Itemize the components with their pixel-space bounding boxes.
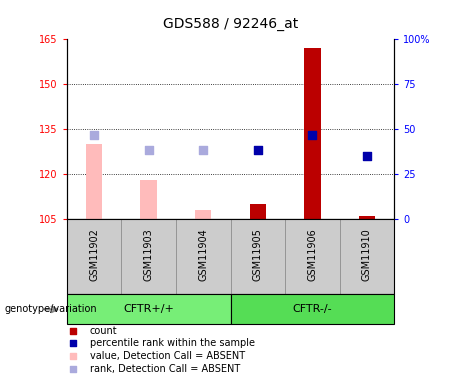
Point [363, 153, 371, 159]
Text: GSM11905: GSM11905 [253, 228, 263, 281]
Point [254, 147, 261, 153]
Point [70, 340, 77, 346]
Bar [141, 180, 157, 219]
Bar [340, 219, 394, 294]
Bar [67, 219, 121, 294]
Bar [176, 219, 230, 294]
Text: percentile rank within the sample: percentile rank within the sample [90, 338, 255, 348]
Point [145, 147, 152, 153]
Text: CFTR+/+: CFTR+/+ [123, 304, 174, 314]
Text: GSM11902: GSM11902 [89, 228, 99, 281]
Text: rank, Detection Call = ABSENT: rank, Detection Call = ABSENT [90, 364, 240, 374]
Point [308, 132, 316, 138]
Bar [230, 294, 394, 324]
Point [70, 353, 77, 359]
Point [90, 132, 98, 138]
Text: value, Detection Call = ABSENT: value, Detection Call = ABSENT [90, 351, 245, 361]
Bar [230, 219, 285, 294]
Text: count: count [90, 326, 118, 336]
Text: GSM11906: GSM11906 [307, 228, 317, 281]
Bar [121, 219, 176, 294]
Text: GDS588 / 92246_at: GDS588 / 92246_at [163, 17, 298, 31]
Bar [67, 294, 230, 324]
Text: CFTR-/-: CFTR-/- [293, 304, 332, 314]
Text: GSM11904: GSM11904 [198, 228, 208, 281]
Bar [249, 204, 266, 219]
Bar [195, 210, 212, 219]
Point [200, 147, 207, 153]
Point [70, 328, 77, 334]
Text: GSM11910: GSM11910 [362, 228, 372, 281]
Point [70, 366, 77, 372]
Text: genotype/variation: genotype/variation [5, 304, 97, 314]
Bar [285, 219, 340, 294]
Bar [359, 216, 375, 219]
Bar [304, 48, 320, 219]
Text: GSM11903: GSM11903 [144, 228, 154, 281]
Bar [86, 144, 102, 219]
